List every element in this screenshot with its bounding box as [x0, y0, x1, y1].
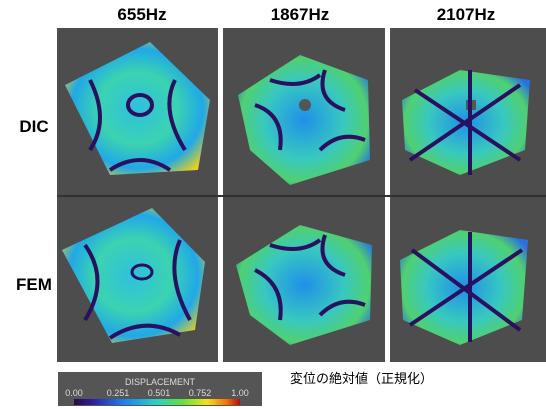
column-label: 2107Hz: [437, 5, 496, 24]
caption: 変位の絶対値（正規化）: [290, 371, 433, 387]
figure: 655Hz 1867Hz 2107Hz DIC FEM DISPLACEMENT…: [0, 0, 546, 409]
colorbar-tick: 0.251: [107, 388, 130, 398]
colorbar-tick: 0.501: [148, 388, 171, 398]
column-label: 1867Hz: [271, 5, 330, 24]
figure-canvas: 655Hz 1867Hz 2107Hz DIC FEM DISPLACEMENT…: [0, 0, 546, 409]
colorbar-title: DISPLACEMENT: [125, 377, 196, 387]
colorbar-tick: 1.00: [231, 388, 249, 398]
hole: [299, 99, 311, 111]
colorbar: [74, 399, 240, 405]
row-label: FEM: [16, 275, 52, 294]
colorbar-tick: 0.752: [189, 388, 212, 398]
column-label: 655Hz: [117, 5, 166, 24]
row-label: DIC: [19, 117, 48, 136]
colorbar-tick: 0.00: [65, 388, 83, 398]
